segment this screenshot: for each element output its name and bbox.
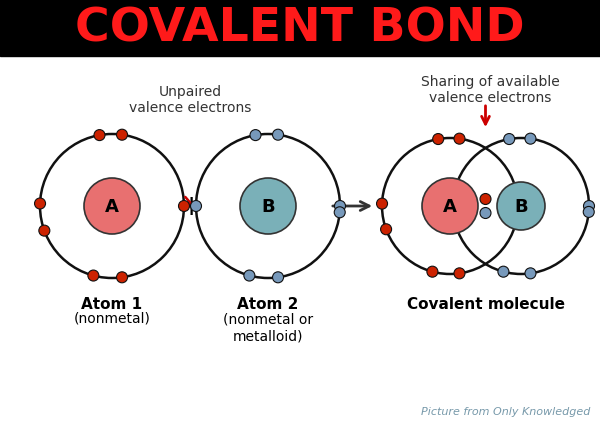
Circle shape [454, 134, 465, 145]
Circle shape [35, 199, 46, 210]
Circle shape [116, 130, 128, 141]
Text: A: A [105, 198, 119, 216]
Circle shape [454, 268, 465, 279]
Circle shape [39, 226, 50, 236]
Circle shape [583, 201, 595, 212]
Circle shape [84, 178, 140, 234]
Circle shape [334, 207, 345, 218]
Circle shape [525, 134, 536, 145]
Circle shape [503, 134, 515, 145]
Text: +: + [181, 193, 203, 221]
Circle shape [272, 130, 284, 141]
FancyArrowPatch shape [182, 198, 191, 205]
Text: (nonmetal or
metalloid): (nonmetal or metalloid) [223, 312, 313, 343]
Circle shape [583, 207, 594, 218]
Text: Unpaired
valence electrons: Unpaired valence electrons [129, 85, 251, 115]
Circle shape [335, 201, 346, 212]
Circle shape [240, 178, 296, 234]
Text: Sharing of available
valence electrons: Sharing of available valence electrons [421, 75, 559, 105]
Text: A: A [443, 198, 457, 216]
Circle shape [480, 194, 491, 205]
Bar [0, 0, 600, 57]
Text: (nonmetal): (nonmetal) [74, 311, 151, 325]
Text: B: B [261, 198, 275, 216]
Text: Atom 1: Atom 1 [82, 296, 143, 311]
Circle shape [380, 224, 392, 235]
Circle shape [88, 271, 99, 282]
Circle shape [244, 271, 255, 282]
Circle shape [191, 201, 202, 212]
Circle shape [422, 178, 478, 234]
Circle shape [498, 267, 509, 277]
Circle shape [250, 130, 261, 141]
Circle shape [433, 134, 443, 145]
Text: Picture from Only Knowledged: Picture from Only Knowledged [421, 406, 590, 416]
Circle shape [497, 183, 545, 230]
Circle shape [116, 272, 128, 283]
Circle shape [427, 267, 438, 277]
Text: COVALENT BOND: COVALENT BOND [75, 6, 525, 51]
Circle shape [179, 201, 190, 212]
Text: Covalent molecule: Covalent molecule [407, 296, 565, 311]
Circle shape [377, 199, 388, 210]
Circle shape [480, 208, 491, 219]
Text: Atom 2: Atom 2 [238, 296, 299, 311]
Circle shape [272, 272, 284, 283]
Text: B: B [514, 198, 528, 216]
Circle shape [94, 130, 105, 141]
Circle shape [525, 268, 536, 279]
